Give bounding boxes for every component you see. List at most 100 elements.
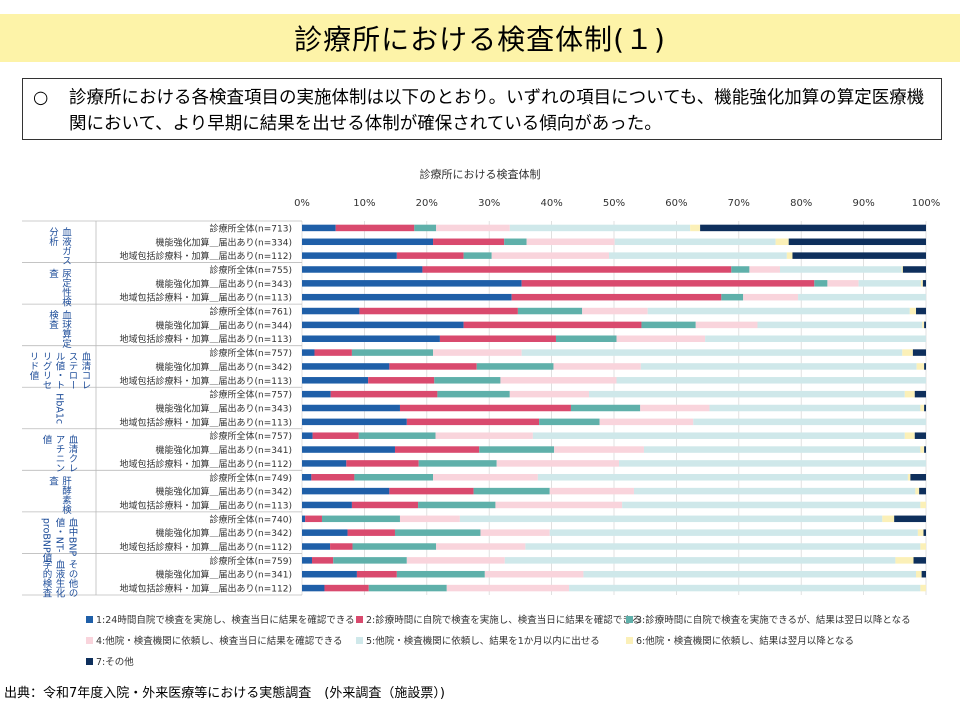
row-label: 機能強化加算＿届出あり(n=334) — [156, 236, 292, 248]
bar-segment — [359, 307, 518, 315]
group-label: リグリセ — [41, 352, 53, 390]
legend-label: 7:その他 — [96, 657, 134, 668]
bar-segment — [521, 280, 815, 287]
row-label: 機能強化加算＿届出あり(n=343) — [156, 403, 292, 415]
bar-segment — [414, 224, 437, 232]
group-label: アチニン — [54, 435, 66, 473]
bar-segment — [920, 543, 926, 550]
bar-segment — [914, 432, 926, 439]
group-label: 分析 — [47, 227, 59, 247]
bar-segment — [302, 390, 331, 398]
legend-swatch — [86, 636, 93, 644]
bar-segment — [919, 487, 926, 495]
x-tick-label: 40% — [540, 198, 562, 209]
bar-segment — [924, 404, 926, 412]
bar-segment — [786, 252, 793, 259]
bar-segment — [302, 543, 331, 550]
bar-segment — [827, 280, 859, 287]
bar-segment — [473, 487, 550, 495]
bar-segment — [446, 584, 570, 592]
bar-segment — [500, 377, 617, 384]
bar-segment — [582, 307, 648, 315]
row-label: 地域包括診療料・加算＿届出あり(n=113) — [120, 375, 292, 387]
bar-segment — [922, 280, 926, 287]
bar-segment — [921, 570, 926, 578]
group-label: 血清コレ — [80, 351, 92, 390]
bar-segment — [902, 266, 926, 273]
title-banner: 診療所における検査体制(１) — [0, 14, 960, 62]
bar-segment — [640, 363, 917, 370]
bar-segment — [909, 307, 917, 315]
bar-segment — [302, 501, 352, 509]
legend-item: 6:他院・検査機関に依頼し、結果は翌月以降となる — [626, 633, 854, 647]
group-label: 血液生化 — [54, 559, 66, 599]
bar-segment — [396, 252, 464, 259]
summary-text: 診療所における各検査項目の実施体制は以下のとおり。いずれの項目についても、機能強… — [69, 88, 925, 134]
bar-segment — [330, 390, 438, 398]
bar-segment — [333, 557, 407, 564]
bar-segment — [743, 293, 799, 301]
row-label: 診療所全体(n=759) — [210, 555, 292, 567]
bar-segment — [330, 543, 353, 550]
bar-segment — [509, 390, 590, 398]
legend-item: 5:他院・検査機関に依頼し、結果を1か月以内に出せる — [356, 633, 600, 647]
bar-segment — [479, 446, 555, 453]
row-label: 地域包括診療料・加算＿届出あり(n=113) — [120, 499, 292, 511]
bar-segment — [302, 570, 357, 578]
row-label: 診療所全体(n=713) — [210, 222, 292, 234]
bar-segment — [394, 446, 480, 453]
summary-bullet: ○ — [33, 88, 49, 108]
bar-segment — [705, 335, 926, 342]
bar-segment — [302, 238, 434, 246]
bar-segment — [709, 404, 921, 412]
bar-segment — [436, 543, 526, 550]
group-label: 検査 — [47, 309, 59, 329]
row-label: 診療所全体(n=740) — [210, 513, 292, 525]
bar-segment — [463, 252, 492, 259]
bar-segment — [798, 293, 926, 301]
bar-segment — [920, 404, 925, 412]
bar-segment — [902, 349, 913, 356]
bar-segment — [496, 460, 619, 467]
bar-segment — [609, 252, 787, 259]
bar-segment — [721, 293, 744, 301]
bar-segment — [302, 404, 400, 412]
bar-segment — [924, 363, 926, 370]
bar-segment — [555, 335, 617, 342]
bar-segment — [700, 224, 926, 232]
legend-label: 3:診療時間に自院で検査を実施できるが、結果は翌日以降となる — [636, 615, 911, 626]
bar-segment — [358, 432, 436, 439]
bar-segment — [788, 238, 926, 246]
x-tick-label: 80% — [790, 198, 812, 209]
x-tick-label: 0% — [294, 198, 310, 209]
row-label: 機能強化加算＿届出あり(n=342) — [156, 361, 292, 373]
bar-segment — [399, 515, 460, 523]
row-label: 機能強化加算＿届出あり(n=342) — [156, 527, 292, 539]
row-label: 地域包括診療料・加算＿届出あり(n=112) — [120, 541, 292, 553]
bar-segment — [433, 238, 505, 246]
group-label: 尿定性検 — [60, 269, 72, 308]
bar-segment — [302, 224, 336, 232]
bar-segment — [920, 501, 926, 509]
bar-segment — [302, 266, 423, 273]
bar-segment — [775, 238, 789, 246]
row-label: 地域包括診療料・加算＿届出あり(n=112) — [120, 250, 292, 262]
legend-swatch — [86, 657, 93, 665]
bar-segment — [695, 321, 758, 329]
bar-segment — [351, 501, 419, 509]
bar-segment — [351, 349, 434, 356]
bar-segment — [305, 515, 322, 523]
bar-segment — [302, 363, 390, 370]
bar-segment — [920, 584, 926, 592]
row-label: 診療所全体(n=761) — [210, 306, 292, 318]
bar-segment — [640, 404, 710, 412]
bar-segment — [396, 570, 485, 578]
bar-segment — [352, 543, 437, 550]
bar-segment — [389, 487, 474, 495]
bar-segment — [583, 570, 917, 578]
bar-segment — [904, 390, 915, 398]
bar-segment — [599, 418, 694, 426]
row-label: 機能強化加算＿届出あり(n=341) — [156, 444, 292, 456]
bar-segment — [647, 307, 910, 315]
